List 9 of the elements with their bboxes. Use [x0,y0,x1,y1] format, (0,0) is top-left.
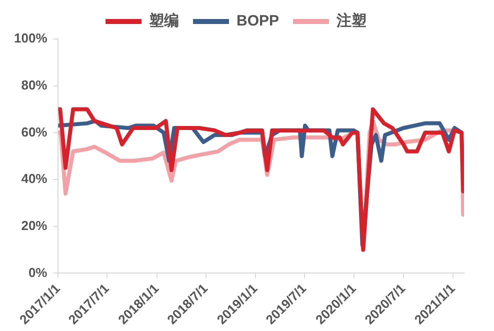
y-tick-label: 60% [21,124,48,140]
y-tick-label: 40% [21,171,48,186]
y-tick-label: 80% [21,77,48,92]
legend-label: 注塑 [336,12,367,30]
y-tick-label: 100% [14,30,48,46]
legend-label: BOPP [236,12,280,30]
y-tick-label: 0% [28,264,48,280]
y-tick-label: 20% [21,218,48,233]
legend-label: 塑编 [148,12,179,30]
